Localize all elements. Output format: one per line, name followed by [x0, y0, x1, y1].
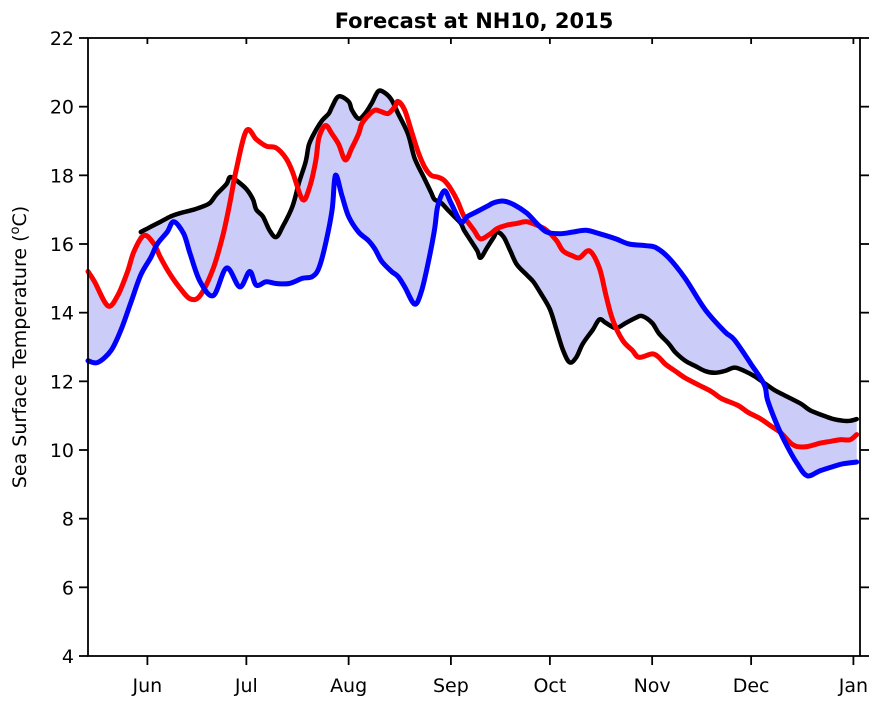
x-axis-tick-label: Aug	[330, 675, 367, 697]
y-axis-tick-label: 18	[50, 165, 74, 187]
series-red-line	[85, 98, 860, 450]
x-axis-tick-label: Oct	[533, 675, 566, 697]
y-axis-tick-label: 14	[50, 303, 74, 325]
x-axis-tick-label: Jul	[234, 675, 258, 697]
x-axis-tick-label: Dec	[733, 675, 770, 697]
x-axis-tick-label: Nov	[634, 675, 671, 697]
y-axis-tick-label: 4	[62, 646, 74, 668]
chart-title: Forecast at NH10, 2015	[335, 9, 614, 33]
x-axis-tick-label: Jun	[132, 675, 163, 697]
y-axis-tick-label: 8	[62, 509, 74, 531]
x-axis-tick-label: Sep	[433, 675, 469, 697]
axes-box	[87, 37, 861, 657]
series-black-line	[138, 88, 859, 424]
y-axis-tick-label: 22	[50, 28, 74, 50]
x-axis-tick-label: Jan	[838, 675, 868, 697]
plot-area	[88, 38, 860, 656]
y-axis-tick-label: 20	[50, 97, 74, 119]
y-axis-tick-label: 6	[62, 577, 74, 599]
y-axis-tick-label: 16	[50, 234, 74, 256]
series-blue-line	[85, 172, 860, 479]
y-axis-tick-label: 10	[50, 440, 74, 462]
y-axis-label: Sea Surface Temperature (oC)	[8, 206, 31, 488]
y-axis-tick-label: 12	[50, 371, 74, 393]
